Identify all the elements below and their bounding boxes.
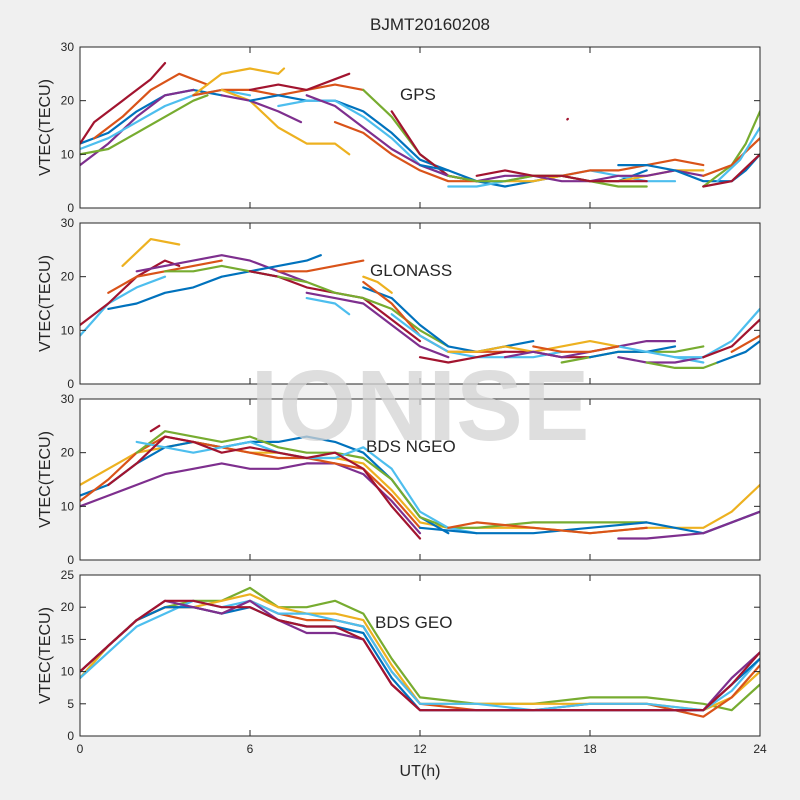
series-line-10 <box>305 297 351 316</box>
panel-bds-ngeo: 0 10 20 30 VTEC(TECU) BDS NGEO <box>37 392 761 567</box>
plot-area <box>80 575 760 736</box>
series-group <box>80 238 760 369</box>
y-tick-label: 10 <box>61 323 75 337</box>
series-line-9 <box>447 521 648 535</box>
series-line-25 <box>617 153 760 183</box>
y-tick-label: 20 <box>61 600 75 614</box>
series-line-9 <box>277 259 365 273</box>
series-line-14 <box>305 291 450 359</box>
series-line-11 <box>362 275 393 294</box>
plot-area <box>80 47 760 208</box>
y-tick-label: 0 <box>67 729 74 743</box>
series-line-10 <box>617 510 760 540</box>
y-tick-label: 0 <box>67 201 74 215</box>
series-line-28 <box>702 318 760 359</box>
panel-label: GLONASS <box>370 261 452 280</box>
x-tick-label: 18 <box>583 742 597 756</box>
panel-label: GPS <box>400 85 436 104</box>
series-line-2 <box>121 238 181 267</box>
series-line-24 <box>532 345 620 353</box>
series-group <box>80 424 760 540</box>
series-line-28 <box>716 126 760 183</box>
panels: 0 10 20 30 VTEC(TECU) GPS 0 10 20 30 VTEC(TECU) GLO… <box>37 40 767 780</box>
watermark: IONISE <box>251 350 590 462</box>
series-line-2 <box>93 72 209 140</box>
series-line-26 <box>702 110 760 188</box>
x-tick-label: 0 <box>77 742 84 756</box>
series-line-7 <box>80 599 760 712</box>
series-line-12 <box>248 94 450 172</box>
series-line-9 <box>248 72 351 91</box>
series-line-25 <box>617 356 705 364</box>
x-tick-label: 24 <box>753 742 767 756</box>
x-axis-label: UT(h) <box>400 763 441 780</box>
y-tick-label: 30 <box>61 40 75 54</box>
y-tick-label: 20 <box>61 270 75 284</box>
series-line-27 <box>702 137 760 177</box>
series-line-11 <box>220 94 303 124</box>
y-tick-label: 10 <box>61 147 75 161</box>
y-tick-label: 5 <box>67 697 74 711</box>
series-group <box>80 62 760 188</box>
series-line-13 <box>277 275 450 348</box>
x-tick-label: 12 <box>413 742 427 756</box>
series-line-30 <box>730 334 760 353</box>
y-axis-label: VTEC(TECU) <box>37 607 54 704</box>
y-tick-label: 20 <box>61 94 75 108</box>
y-tick-label: 0 <box>67 553 74 567</box>
series-line-17 <box>333 121 478 183</box>
y-tick-label: 30 <box>61 216 75 230</box>
chart-title: BJMT20160208 <box>370 15 490 34</box>
series-line-27 <box>673 307 760 359</box>
series-line-8 <box>248 254 322 273</box>
series-line-22 <box>588 345 677 359</box>
series-line-3 <box>192 67 286 97</box>
panel-gps: 0 10 20 30 VTEC(TECU) GPS <box>37 40 761 215</box>
series-line-26 <box>645 361 719 369</box>
panel-label: BDS NGEO <box>366 437 456 456</box>
series-line-5 <box>80 94 209 156</box>
y-axis-label: VTEC(TECU) <box>37 431 54 528</box>
series-line-30 <box>566 117 569 121</box>
y-tick-label: 30 <box>61 392 75 406</box>
y-tick-label: 10 <box>61 499 75 513</box>
y-tick-label: 20 <box>61 446 75 460</box>
series-line-24 <box>475 169 648 183</box>
y-tick-label: 15 <box>61 632 75 646</box>
series-line-11 <box>149 424 161 433</box>
series-line-4 <box>80 599 760 712</box>
y-tick-label: 10 <box>61 665 75 679</box>
series-line-29 <box>702 153 760 188</box>
series-line-1 <box>80 462 422 535</box>
series-line-29 <box>716 340 760 364</box>
panel-glonass: 0 10 20 30 VTEC(TECU) GLONASS <box>37 216 761 391</box>
x-tick-label: 6 <box>247 742 254 756</box>
series-line-7 <box>80 62 167 145</box>
series-group <box>80 586 760 718</box>
panel-label: BDS GEO <box>375 613 452 632</box>
y-axis-label: VTEC(TECU) <box>37 79 54 176</box>
y-tick-label: 0 <box>67 377 74 391</box>
panel-bds-geo: 0 5 10 15 20 25 0 6 12 18 24 VTEC(TECU) BDS GEO UT(h) <box>37 568 767 780</box>
y-axis-label: VTEC(TECU) <box>37 255 54 352</box>
y-tick-label: 25 <box>61 568 75 582</box>
series-line-7 <box>107 435 422 540</box>
